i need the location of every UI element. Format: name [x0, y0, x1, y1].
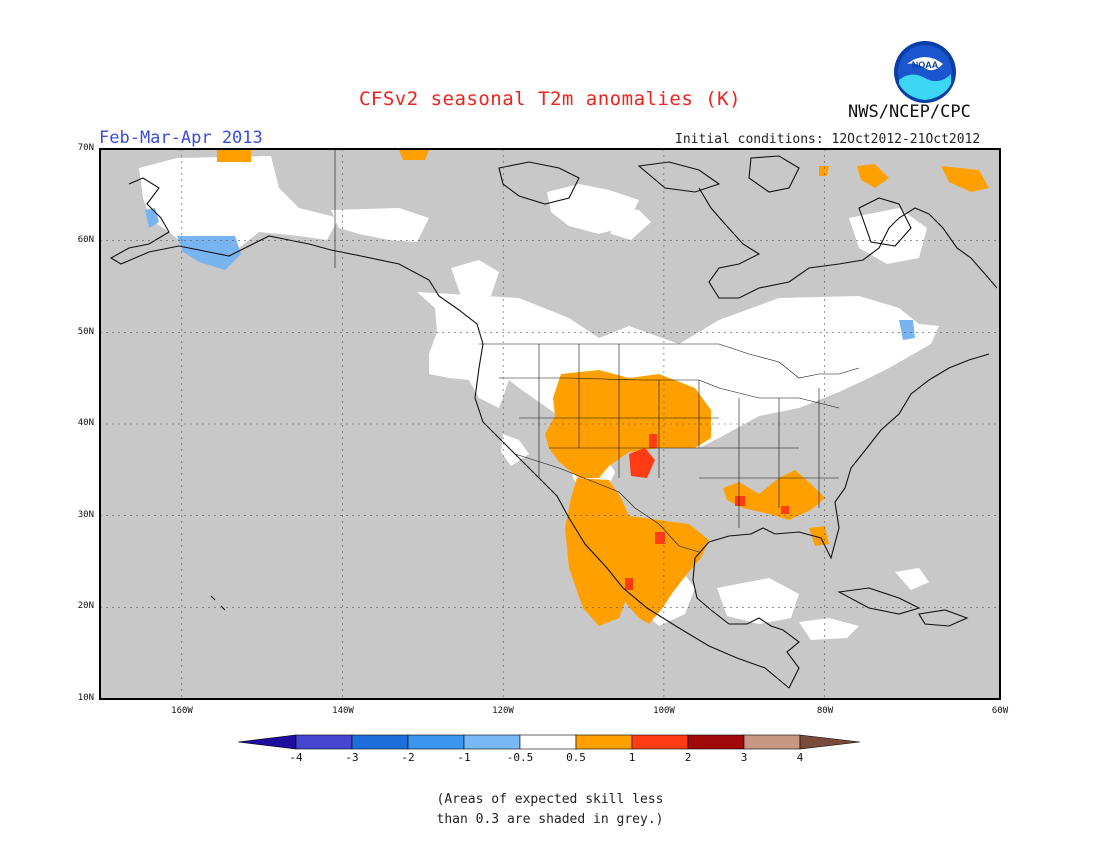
- strong-warm-anomaly-regions: [625, 434, 789, 590]
- colorbar-low-arrow: [238, 734, 297, 750]
- colorbar-segment-9: [743, 734, 801, 750]
- footnote-line-2: than 0.3 are shaded in grey.): [436, 812, 664, 827]
- colorbar-segment-6: [575, 734, 633, 750]
- colorbar-label: -3: [345, 751, 359, 764]
- colorbar: [238, 734, 861, 750]
- graticule: [100, 149, 1000, 699]
- colorbar-segment-3: [407, 734, 465, 750]
- colorbar-high-arrow: [799, 734, 861, 750]
- colorbar-label: -2: [401, 751, 415, 764]
- colorbar-segment-5: [519, 734, 577, 750]
- colorbar-label: -0.5: [506, 751, 534, 764]
- logo-lettering: NOAA: [912, 60, 939, 70]
- lat-label-40n: 40N: [77, 418, 94, 428]
- colorbar-label: 4: [796, 751, 804, 764]
- colorbar-segment-8: [687, 734, 745, 750]
- lon-label-80w: 80W: [816, 706, 834, 716]
- coastlines: [109, 155, 998, 689]
- lon-label-120w: 120W: [492, 706, 514, 716]
- forecast-period: Feb-Mar-Apr 2013: [99, 128, 263, 148]
- skill-footnote: (Areas of expected skill less than 0.3 a…: [0, 790, 1100, 830]
- colorbar-label: 1: [628, 751, 636, 764]
- lon-label-60w: 60W: [991, 706, 1009, 716]
- lat-label-60n: 60N: [77, 235, 94, 245]
- colorbar-segment-1: [295, 734, 353, 750]
- lat-label-50n: 50N: [77, 327, 94, 337]
- anomaly-map: [99, 148, 1001, 700]
- lon-label-100w: 100W: [653, 706, 675, 716]
- colorbar-segment-4: [463, 734, 521, 750]
- lat-label-20n: 20N: [77, 601, 94, 611]
- colorbar-segment-7: [631, 734, 689, 750]
- colorbar-label: 3: [740, 751, 748, 764]
- map-frame: [99, 148, 1001, 700]
- lon-label-140w: 140W: [332, 706, 354, 716]
- lon-label-160w: 160W: [171, 706, 193, 716]
- political-boundaries: [334, 150, 860, 553]
- initial-conditions: Initial conditions: 12Oct2012-21Oct2012: [675, 132, 981, 147]
- lat-label-10n: 10N: [77, 693, 94, 703]
- organization-label: NWS/NCEP/CPC: [848, 102, 971, 122]
- colorbar-label: -1: [457, 751, 471, 764]
- colorbar-label: 2: [684, 751, 692, 764]
- colorbar-label: -4: [289, 751, 303, 764]
- footnote-line-1: (Areas of expected skill less: [436, 792, 664, 807]
- noaa-logo: NOAA: [893, 40, 957, 104]
- colorbar-segment-2: [351, 734, 409, 750]
- lat-label-70n: 70N: [77, 143, 94, 153]
- map-title: CFSv2 seasonal T2m anomalies (K): [358, 88, 742, 110]
- colorbar-label: 0.5: [566, 751, 586, 764]
- lat-label-30n: 30N: [77, 510, 94, 520]
